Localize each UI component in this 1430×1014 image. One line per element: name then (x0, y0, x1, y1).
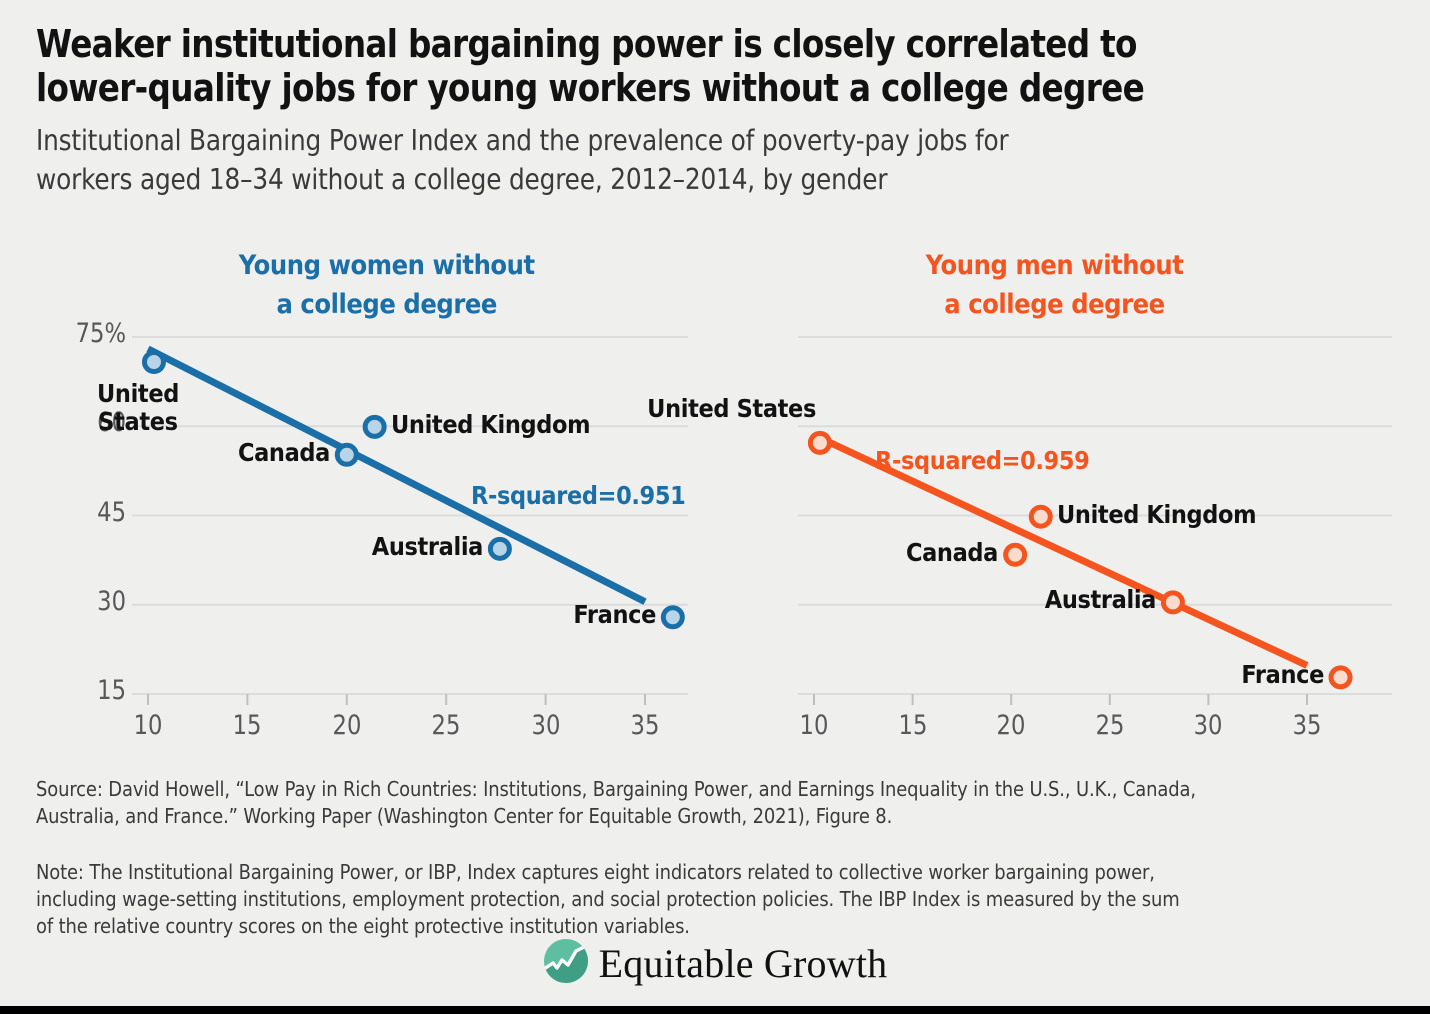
data-point-marker[interactable] (660, 605, 685, 630)
point-label: United States (647, 393, 816, 423)
chart-svg-women (132, 336, 688, 705)
point-label: Australia (371, 531, 484, 561)
note-text: Note: The Institutional Bargaining Power… (36, 860, 1180, 938)
point-label: Canada (237, 437, 330, 467)
y-axis-tick-label: 60 (97, 407, 126, 439)
x-axis-tick-label: 30 (1193, 710, 1223, 741)
x-axis-tick-label: 10 (133, 710, 163, 741)
trendline-women (146, 345, 647, 605)
y-axis-tick-label: 75% (75, 318, 126, 349)
data-point-marker[interactable] (1003, 542, 1028, 567)
source-text: Source: David Howell, “Low Pay in Rich C… (36, 777, 1196, 828)
x-axis-tick-label: 35 (630, 710, 660, 741)
trendline-men (816, 433, 1309, 669)
x-axis-tick-label: 25 (431, 710, 461, 741)
data-point-marker[interactable] (1328, 665, 1353, 690)
data-point-marker[interactable] (362, 414, 387, 439)
header: Weaker institutional bargaining power is… (36, 22, 1336, 200)
x-axis-tick-label: 15 (898, 710, 928, 741)
r-squared-annotation: R-squared=0.959 (875, 446, 1090, 475)
point-label: United States (96, 378, 179, 437)
y-axis-tick-label: 15 (97, 675, 126, 706)
x-axis-tick-label: 30 (531, 710, 561, 741)
footer: Source: David Howell, “Low Pay in Rich C… (36, 776, 1366, 939)
data-point-marker[interactable] (487, 536, 512, 561)
line-chart-circle-icon (543, 938, 589, 989)
panel-title-men: Young men without a college degree (925, 250, 1184, 321)
point-label: France (1240, 660, 1324, 690)
data-point-marker[interactable] (334, 442, 359, 467)
logo: Equitable Growth (0, 938, 1430, 989)
point-label: United Kingdom (390, 409, 591, 439)
x-axis-tick-label: 35 (1292, 710, 1322, 741)
page-title: Weaker institutional bargaining power is… (36, 22, 1145, 111)
point-label: Australia (1044, 585, 1157, 615)
chart-panel-men: Young men without a college degree 10 15 2… (647, 246, 1400, 741)
data-point-marker[interactable] (1160, 590, 1185, 615)
data-point-marker[interactable] (141, 349, 166, 374)
x-axis-tick-label: 15 (232, 710, 262, 741)
x-axis-tick-label: 25 (1095, 710, 1125, 741)
y-axis-tick-label: 30 (97, 585, 126, 617)
x-axis-tick-label: 20 (332, 710, 362, 741)
data-point-marker[interactable] (807, 430, 832, 455)
point-label: France (573, 600, 656, 630)
data-point-marker[interactable] (1028, 504, 1053, 529)
chart-panel-women: Young women without a college degree 15 3… (36, 246, 696, 741)
point-label: United Kingdom (1056, 499, 1257, 529)
logo-text: Equitable Growth (598, 941, 888, 986)
point-label: Canada (906, 537, 999, 567)
plot-area-men: 10 15 20 25 30 35 United States Canada United Ki… (647, 246, 1400, 756)
r-squared-annotation: R-squared=0.951 (471, 481, 686, 510)
panel-title-women: Young women without a college degree (238, 250, 535, 321)
plot-area-women: 15 30 45 60 75% 10 15 20 25 30 35 United States Cana… (36, 246, 696, 756)
x-axis-tick-label: 20 (996, 710, 1026, 741)
page-subtitle: Institutional Bargaining Power Index and… (36, 124, 1009, 196)
x-axis-tick-label: 10 (799, 710, 829, 741)
y-axis-tick-label: 45 (97, 496, 126, 528)
chart-svg-men (798, 336, 1392, 705)
bottom-bar (0, 1006, 1430, 1014)
